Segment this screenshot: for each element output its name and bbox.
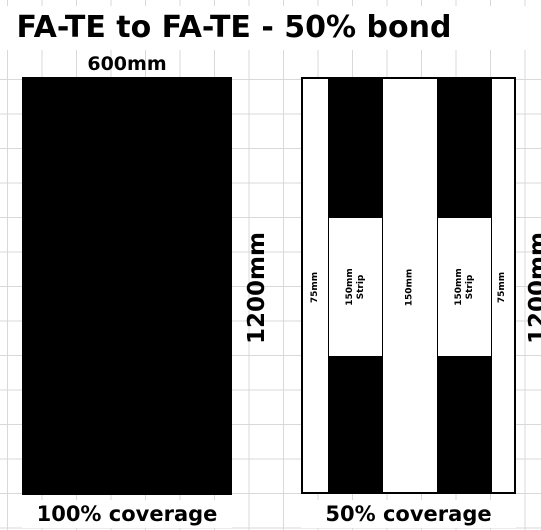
edge-right-dimension: 75mm [492, 217, 514, 357]
center-gap-dimension: 150mm [383, 217, 437, 357]
strip-coverage-panel: 75mm 150mm Strip 150mm 150mm Strip 75mm [301, 77, 516, 494]
title-band [0, 6, 541, 50]
strip-right-line1: 150mm [453, 268, 464, 306]
full-coverage-caption: 100% coverage [22, 500, 232, 528]
strip-left-line1: 150mm [344, 268, 355, 306]
panel-width-label: 600mm [87, 53, 167, 75]
center-gap-dimension-text: 150mm [404, 268, 415, 306]
strip-right-dimension: 150mm Strip [437, 217, 492, 357]
strip-panel-height-label: 1200mm [524, 213, 541, 363]
panel-height-label: 1200mm [243, 213, 271, 363]
edge-right-dimension-text: 75mm [497, 271, 508, 303]
strip-left-dimension-text: 150mm Strip [344, 268, 366, 306]
strip-coverage-caption: 50% coverage [301, 500, 516, 528]
full-coverage-panel [22, 77, 232, 495]
strip-panel-height-label-text: 1200mm [525, 232, 541, 344]
edge-left-dimension-text: 75mm [310, 271, 320, 303]
diagram-title: FA-TE to FA-TE - 50% bond [16, 10, 452, 45]
strip-right-line2: Strip [464, 274, 475, 300]
edge-left-dimension: 75mm [303, 217, 328, 357]
strip-left-dimension: 150mm Strip [328, 217, 383, 357]
strip-window-left [328, 217, 383, 357]
strip-left-line2: Strip [355, 274, 366, 300]
strip-window-right [437, 217, 492, 357]
panel-height-label-text: 1200mm [244, 232, 271, 344]
strip-right-dimension-text: 150mm Strip [453, 268, 475, 306]
